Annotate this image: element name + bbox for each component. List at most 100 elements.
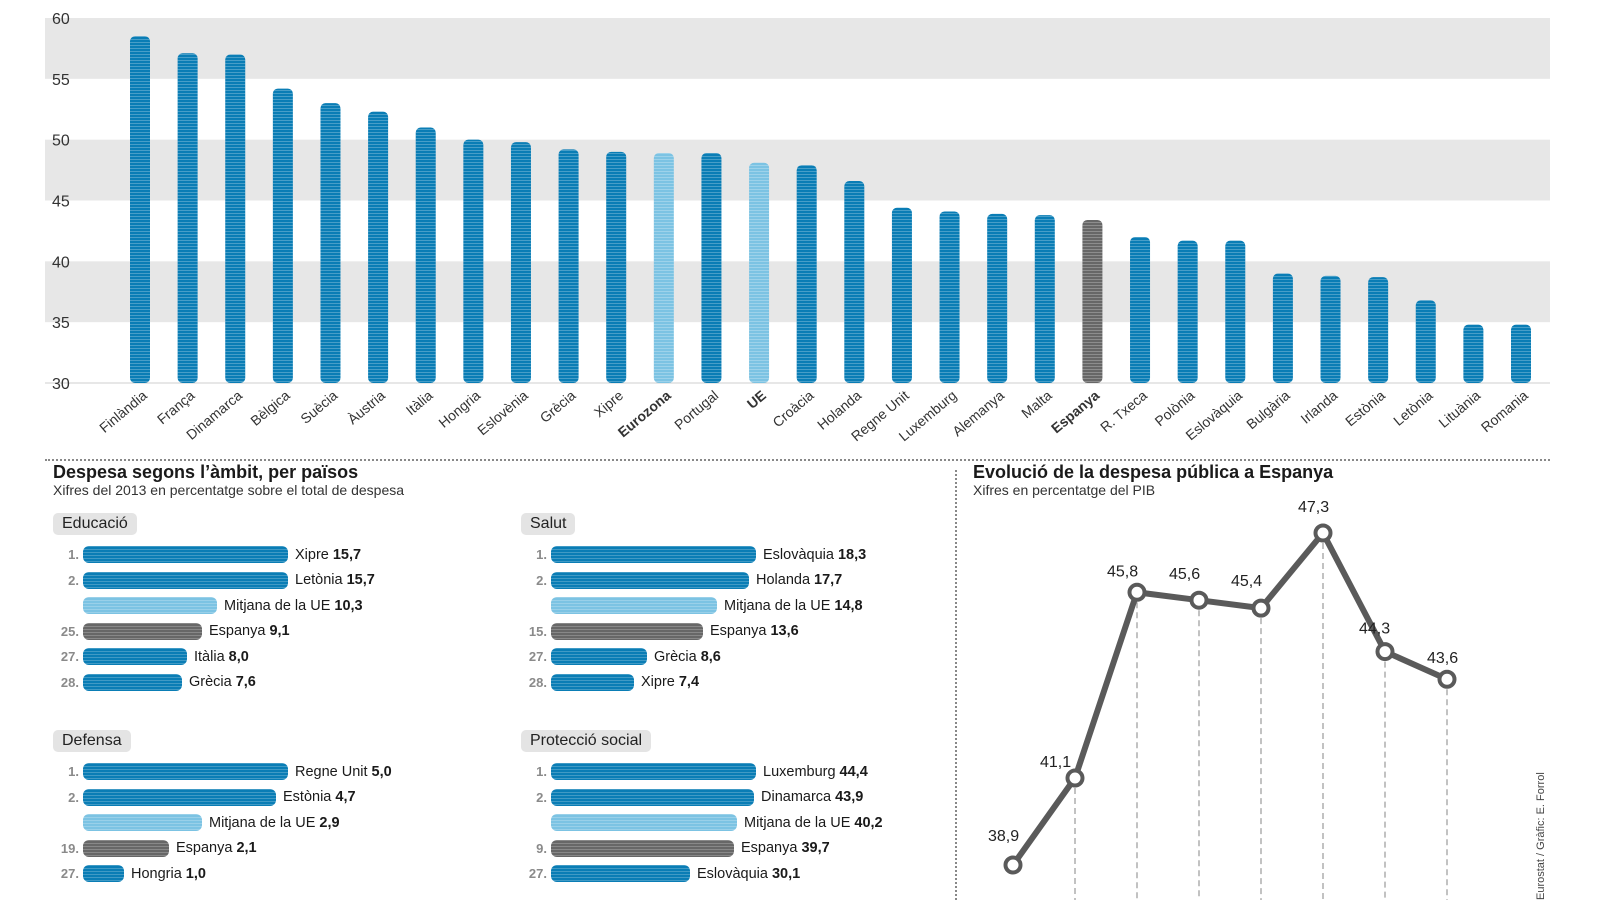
bar-texture (368, 111, 389, 383)
x-tick-label: Xipre (591, 387, 626, 420)
rank-row: 25. Espanya 9,1 (53, 619, 375, 645)
rank-row: Mitjana de la UE 40,2 (521, 810, 883, 836)
rank-bar (83, 839, 169, 857)
rank-value: 15,7 (332, 546, 362, 563)
x-tick-label: Lituània (1435, 387, 1483, 431)
rank-number: 1. (536, 547, 547, 563)
y-tick-label: 40 (52, 254, 70, 271)
data-point (1189, 590, 1209, 610)
rank-number: 19. (60, 840, 79, 856)
category-tag: Protecció social (521, 730, 652, 752)
y-tick-label: 35 (52, 315, 70, 332)
rank-bar (83, 622, 202, 640)
y-tick-label: 60 (52, 11, 70, 28)
rank-bar (83, 788, 276, 806)
rank-number: 2. (536, 572, 547, 588)
data-label: 45,4 (1231, 573, 1262, 590)
y-tick-label: 50 (52, 133, 70, 150)
rank-value: 7,6 (235, 674, 256, 691)
data-label: 45,8 (1107, 563, 1138, 580)
rank-bar (83, 648, 187, 666)
x-tick-label: Àustria (344, 387, 388, 427)
x-tick-label: Alemanya (949, 387, 1007, 439)
data-point (1251, 598, 1271, 618)
column-divider (955, 470, 957, 900)
bar-texture (701, 153, 722, 383)
category-panel-educacio: Educació 1. Xipre 15,7 2. Letònia 15,7 Mitjana … (53, 513, 375, 695)
bar-texture (939, 211, 960, 383)
rank-value: 9,1 (269, 623, 290, 640)
bar-texture (177, 53, 198, 384)
x-tick-label: Eurozona (615, 387, 674, 440)
rank-bar (551, 788, 754, 806)
rank-bar (551, 648, 647, 666)
rank-number: 9. (536, 840, 547, 856)
rank-number: 2. (536, 789, 547, 805)
x-tick-label: França (154, 387, 198, 427)
x-tick-label: Irlanda (1297, 387, 1340, 427)
grid-band (45, 18, 1550, 79)
left-section-title: Despesa segons l’àmbit, per països (53, 462, 359, 482)
bar-texture (1272, 273, 1293, 383)
rank-number: 27. (528, 866, 547, 882)
data-label: 38,9 (988, 828, 1019, 845)
rank-number: 27. (528, 649, 547, 665)
rank-value: 40,2 (854, 814, 883, 831)
bar-texture (558, 149, 579, 383)
x-tick-label: R. Txeca (1097, 387, 1150, 435)
rank-country: Mitjana de la UE 40,2 (744, 814, 883, 831)
rank-bar (551, 546, 756, 564)
rank-country: Luxemburg 44,4 (763, 763, 868, 780)
x-tick-label: Eslovènia (474, 387, 531, 438)
bar-texture (1177, 240, 1198, 383)
rank-country: Eslovàquia 18,3 (763, 546, 867, 563)
bar-texture (320, 103, 341, 384)
bar-texture (606, 151, 627, 383)
bar-texture (510, 142, 531, 383)
bar-texture (1320, 275, 1341, 383)
rank-row: 27. Grècia 8,6 (521, 644, 866, 670)
rank-value: 8,6 (700, 648, 721, 665)
bar-texture (1130, 237, 1151, 383)
rank-bar (551, 597, 717, 615)
rank-row: 28. Grècia 7,6 (53, 670, 375, 696)
rank-value: 44,4 (839, 763, 868, 780)
rank-number: 1. (68, 764, 79, 780)
rank-country: Letònia 15,7 (295, 572, 375, 589)
data-point (1127, 582, 1147, 602)
rank-bar (83, 673, 182, 691)
rank-row: 2. Estònia 4,7 (53, 785, 392, 811)
category-panel-salut: Salut 1. Eslovàquia 18,3 2. Holanda 17,7 Mitjan… (521, 513, 866, 695)
x-tick-label: Portugal (671, 387, 721, 433)
source-credit: Eurostat / Gràfic: E. Forrol (1535, 772, 1547, 900)
rank-bar (551, 673, 634, 691)
category-panel-defensa: Defensa 1. Regne Unit 5,0 2. Estònia 4,7 Mitjan… (53, 730, 392, 887)
rank-country: Espanya 39,7 (741, 840, 830, 857)
x-tick-label: Estònia (1342, 387, 1388, 429)
x-tick-label: Bèlgica (247, 387, 293, 429)
rank-row: 1. Luxemburg 44,4 (521, 759, 883, 785)
rank-bar (83, 571, 288, 589)
rank-row: 15. Espanya 13,6 (521, 619, 866, 645)
line-chart-subtitle: Xifres en percentatge del PIB (973, 482, 1156, 498)
rank-row: 1. Regne Unit 5,0 (53, 759, 392, 785)
rank-bar (551, 763, 756, 781)
x-tick-label: UE (744, 387, 769, 412)
rank-number: 1. (536, 764, 547, 780)
rank-value: 2,9 (319, 814, 340, 831)
rank-value: 39,7 (801, 840, 830, 857)
rank-number: 28. (60, 674, 79, 690)
rank-row: 2. Letònia 15,7 (53, 568, 375, 594)
rank-bar (83, 763, 288, 781)
rank-country: Xipre 15,7 (295, 546, 362, 563)
rank-number: 28. (528, 674, 547, 690)
bar-texture (1511, 324, 1531, 383)
rank-country: Grècia 8,6 (654, 648, 721, 665)
rank-row: Mitjana de la UE 2,9 (53, 810, 392, 836)
rank-value: 15,7 (346, 572, 375, 589)
bar-texture (796, 165, 817, 383)
rank-bar (83, 546, 288, 564)
data-point (1065, 768, 1085, 788)
category-tag: Defensa (53, 730, 131, 752)
